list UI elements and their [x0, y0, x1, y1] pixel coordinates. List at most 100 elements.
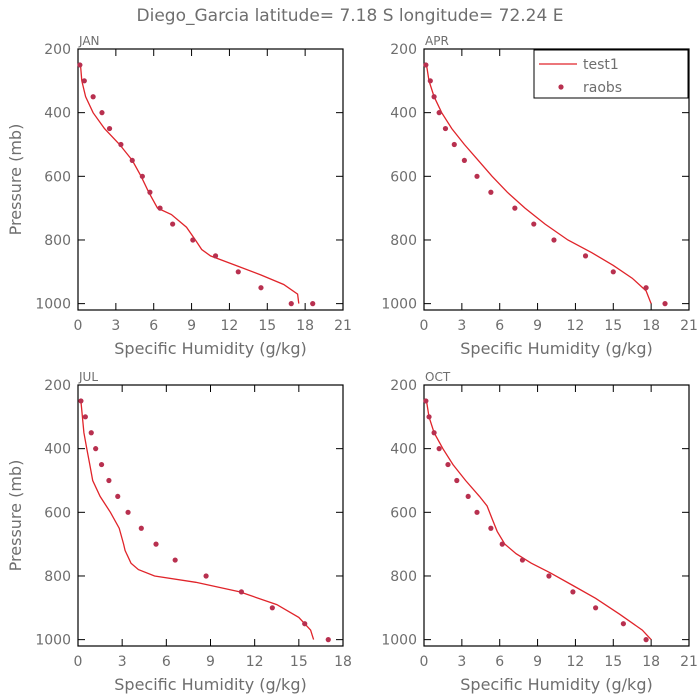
y-tick-label: 200 [44, 378, 71, 394]
x-axis-label: Specific Humidity (g/kg) [460, 339, 652, 358]
data-point-raobs [431, 430, 437, 436]
data-point-raobs [106, 125, 113, 132]
data-point-raobs [499, 541, 505, 547]
y-tick-label: 200 [390, 378, 417, 394]
x-tick-label: 12 [567, 654, 585, 670]
data-point-raobs [203, 573, 209, 579]
x-axis-label: Specific Humidity (g/kg) [460, 675, 652, 694]
x-tick-label: 3 [118, 654, 127, 670]
data-point-raobs [643, 637, 649, 643]
x-tick-label: 0 [420, 654, 429, 670]
data-point-raobs [238, 589, 245, 595]
data-point-raobs [570, 589, 576, 595]
x-tick-label: 6 [149, 318, 158, 334]
x-tick-label: 3 [457, 654, 466, 670]
x-tick-label: 6 [162, 654, 171, 670]
x-tick-label: 9 [187, 318, 196, 334]
data-point-raobs [118, 141, 124, 148]
x-tick-label: 21 [680, 318, 698, 334]
data-point-raobs [288, 301, 294, 307]
data-point-raobs [115, 493, 121, 500]
legend-box [533, 49, 689, 99]
data-point-raobs [77, 62, 83, 68]
data-point-raobs [138, 525, 144, 531]
data-point-raobs [423, 62, 429, 68]
y-tick-label: 200 [44, 42, 71, 58]
series-line-test1 [425, 64, 652, 304]
data-point-raobs [157, 205, 163, 211]
x-tick-label: 12 [567, 318, 585, 334]
data-point-raobs [488, 189, 494, 195]
data-point-raobs [451, 141, 457, 148]
data-point-raobs [81, 78, 87, 84]
data-point-raobs [426, 414, 432, 420]
series-line-test1 [80, 400, 315, 640]
data-point-raobs [582, 253, 589, 259]
data-point-raobs [442, 125, 449, 132]
x-tick-label: 18 [334, 654, 352, 670]
x-tick-label: 21 [680, 654, 698, 670]
data-point-raobs [610, 269, 616, 275]
legend-label: test1 [583, 57, 619, 73]
y-tick-label: 400 [44, 442, 71, 458]
plot-frame [423, 48, 690, 311]
y-tick-label: 1000 [381, 297, 417, 313]
x-tick-label: 18 [642, 654, 660, 670]
series-line-test1 [79, 64, 300, 304]
y-axis-label: Pressure (mb) [6, 124, 25, 236]
data-point-raobs [170, 221, 176, 227]
series-line-test1 [425, 400, 652, 641]
data-point-raobs [461, 157, 467, 164]
data-point-raobs [269, 605, 275, 611]
data-point-raobs [129, 157, 135, 164]
figure-title: Diego_Garcia latitude= 7.18 S longitude=… [137, 6, 564, 26]
y-tick-label: 400 [44, 106, 71, 122]
y-tick-label: 600 [44, 169, 71, 185]
data-point-raobs [531, 221, 537, 227]
data-point-raobs [258, 285, 264, 291]
data-point-raobs [519, 557, 526, 563]
data-point-raobs [551, 237, 557, 243]
x-tick-label: 0 [74, 654, 83, 670]
y-tick-label: 600 [390, 505, 417, 521]
legend-label: raobs [583, 80, 622, 96]
data-point-raobs [445, 461, 451, 468]
data-point-raobs [474, 173, 480, 179]
x-tick-label: 12 [221, 318, 239, 334]
y-tick-label: 200 [390, 42, 417, 58]
data-point-raobs [125, 509, 131, 515]
y-tick-label: 800 [390, 569, 417, 585]
y-tick-label: 400 [390, 106, 417, 122]
data-point-raobs [512, 205, 518, 211]
data-point-raobs [99, 110, 105, 116]
data-point-raobs [593, 605, 599, 611]
data-point-raobs [474, 509, 480, 515]
x-tick-label: 21 [334, 318, 352, 334]
data-point-raobs [436, 446, 442, 452]
plot-frame [423, 384, 690, 647]
data-point-raobs [172, 557, 178, 563]
data-point-raobs [147, 189, 153, 195]
x-tick-label: 3 [111, 318, 120, 334]
x-axis-label: Specific Humidity (g/kg) [114, 339, 306, 358]
data-point-raobs [93, 446, 99, 452]
data-point-raobs [423, 398, 429, 404]
x-tick-label: 3 [457, 318, 466, 334]
data-point-raobs [431, 94, 437, 100]
x-tick-label: 9 [533, 654, 542, 670]
data-point-raobs [235, 269, 241, 275]
plot-frame [77, 384, 344, 647]
data-point-raobs [488, 525, 494, 531]
data-point-raobs [662, 301, 668, 307]
x-tick-label: 15 [604, 654, 622, 670]
legend-swatch-marker [558, 84, 564, 90]
y-tick-label: 800 [44, 233, 71, 249]
y-tick-label: 400 [390, 442, 417, 458]
x-tick-label: 9 [206, 654, 215, 670]
